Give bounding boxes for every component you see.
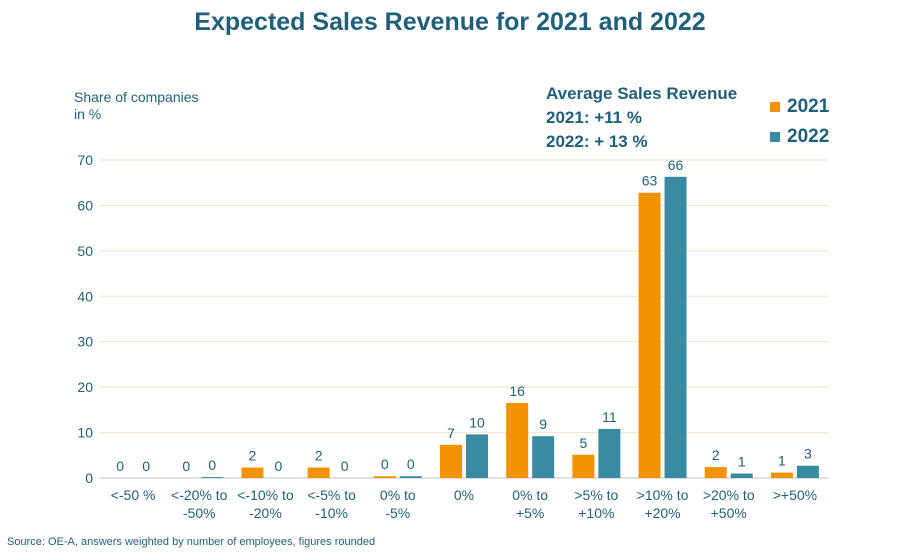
average-annotation: Average Sales Revenue 2021: +11 % 2022: … [546, 82, 737, 154]
data-label-2021: 1 [778, 453, 786, 469]
data-label-2022: 1 [738, 453, 746, 469]
y-tick-label: 40 [77, 288, 93, 304]
legend-label-2022: 2022 [787, 126, 830, 147]
data-label-2022: 0 [341, 458, 349, 474]
data-label-2022: 3 [804, 446, 812, 462]
bar-2022 [730, 473, 753, 478]
bar-2022 [598, 428, 621, 478]
data-label-2021: 16 [509, 383, 525, 399]
bar-2022 [466, 434, 488, 478]
y-axis-label: Share of companies in % [74, 89, 199, 122]
bar-2022 [399, 476, 422, 478]
data-label-2022: 0 [275, 458, 283, 474]
x-tick-label: >+50% [773, 487, 817, 503]
y-tick-label: 0 [85, 470, 93, 486]
data-label-2022: 9 [539, 416, 547, 432]
data-label-2021: 63 [642, 173, 658, 189]
bar-2021 [572, 454, 595, 478]
x-tick-label: <-5% to -10% [307, 487, 356, 521]
x-tick-label: <-10% to -20% [237, 487, 294, 521]
legend: 2021 2022 [770, 92, 829, 152]
y-tick-label: 20 [77, 379, 93, 395]
bar-2022 [796, 465, 819, 478]
data-label-2021: 7 [447, 425, 455, 441]
bar-2021 [241, 467, 264, 478]
data-label-2021: 2 [712, 447, 720, 463]
bar-2021 [506, 403, 529, 478]
data-label-2021: 2 [249, 448, 257, 464]
data-label-2022: 0 [407, 456, 415, 472]
x-tick-label: >10% to +20% [637, 487, 689, 521]
data-label-2022: 0 [142, 458, 150, 474]
x-tick-label: 0% to -5% [380, 487, 416, 521]
legend-swatch-2022 [770, 132, 780, 142]
bar-2021 [770, 472, 793, 478]
bar-2021 [440, 444, 462, 478]
data-label-2021: 5 [579, 435, 587, 451]
y-tick-label: 10 [77, 425, 93, 441]
data-label-2021: 0 [381, 456, 389, 472]
y-tick-label: 50 [77, 243, 93, 259]
bar-2022 [532, 436, 555, 478]
x-tick-label: >20% to +50% [703, 487, 755, 521]
legend-item-2022: 2022 [770, 122, 829, 152]
y-tick-label: 30 [77, 334, 93, 350]
x-tick-label: >5% to +10% [574, 487, 618, 521]
bar-2022 [664, 176, 687, 478]
average-annotation-2022: 2022: + 13 % [546, 132, 648, 151]
chart-title: Expected Sales Revenue for 2021 and 2022 [194, 8, 706, 36]
source-note: Source: OE-A, answers weighted by number… [7, 536, 376, 548]
data-label-2022: 10 [469, 414, 485, 430]
data-label-2021: 0 [182, 458, 190, 474]
x-tick-label: <-50 % [111, 487, 156, 503]
y-tick-label: 60 [77, 197, 93, 213]
data-label-2022: 66 [668, 157, 684, 173]
bar-2022 [201, 477, 224, 478]
x-tick-label: 0% to +5% [512, 487, 548, 521]
bar-2021 [638, 192, 661, 479]
average-annotation-2021: 2021: +11 % [546, 108, 642, 127]
data-label-2022: 11 [602, 409, 617, 425]
bar-2021 [373, 476, 396, 478]
y-tick-label: 70 [77, 152, 93, 168]
bar-2021 [704, 467, 727, 478]
bar-2021 [307, 467, 330, 478]
average-annotation-title: Average Sales Revenue [546, 84, 738, 103]
data-label-2021: 0 [116, 458, 124, 474]
x-tick-label: 0% [454, 487, 474, 503]
legend-label-2021: 2021 [787, 96, 830, 117]
legend-swatch-2021 [770, 102, 780, 112]
data-label-2022: 0 [208, 457, 216, 473]
data-label-2021: 2 [315, 448, 323, 464]
x-tick-label: <-20% to -50% [171, 487, 228, 521]
legend-item-2021: 2021 [770, 92, 829, 122]
